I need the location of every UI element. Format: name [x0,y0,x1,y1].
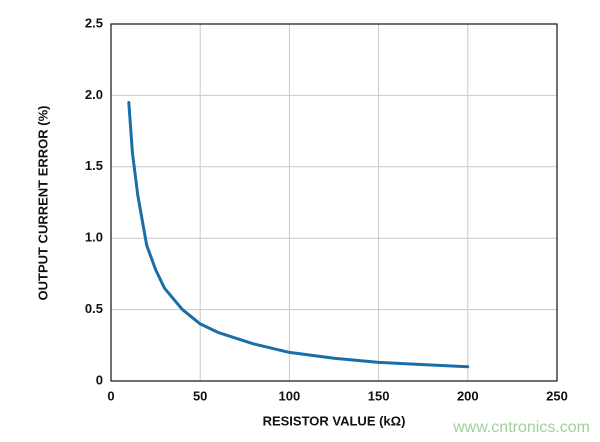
y-tick-label: 2.5 [85,15,103,30]
x-tick-label: 100 [279,388,301,403]
y-tick-label: 1.5 [85,158,103,173]
x-axis-title: RESISTOR VALUE (kΩ) [263,413,406,428]
watermark: www.cntronics.com [452,419,590,436]
y-tick-label: 2.0 [85,87,103,102]
y-tick-label: 0.5 [85,301,103,316]
x-tick-label: 200 [457,388,479,403]
x-tick-label: 50 [193,388,207,403]
data-line [127,101,470,369]
x-tick-label: 0 [107,388,114,403]
plot-frame [110,23,558,382]
y-axis-title: OUTPUT CURRENT ERROR (%) [35,106,50,301]
x-tick-label: 150 [368,388,390,403]
y-tick-label: 1.0 [85,230,103,245]
x-tick-label: 250 [546,388,568,403]
y-tick-label: 0 [96,372,103,387]
